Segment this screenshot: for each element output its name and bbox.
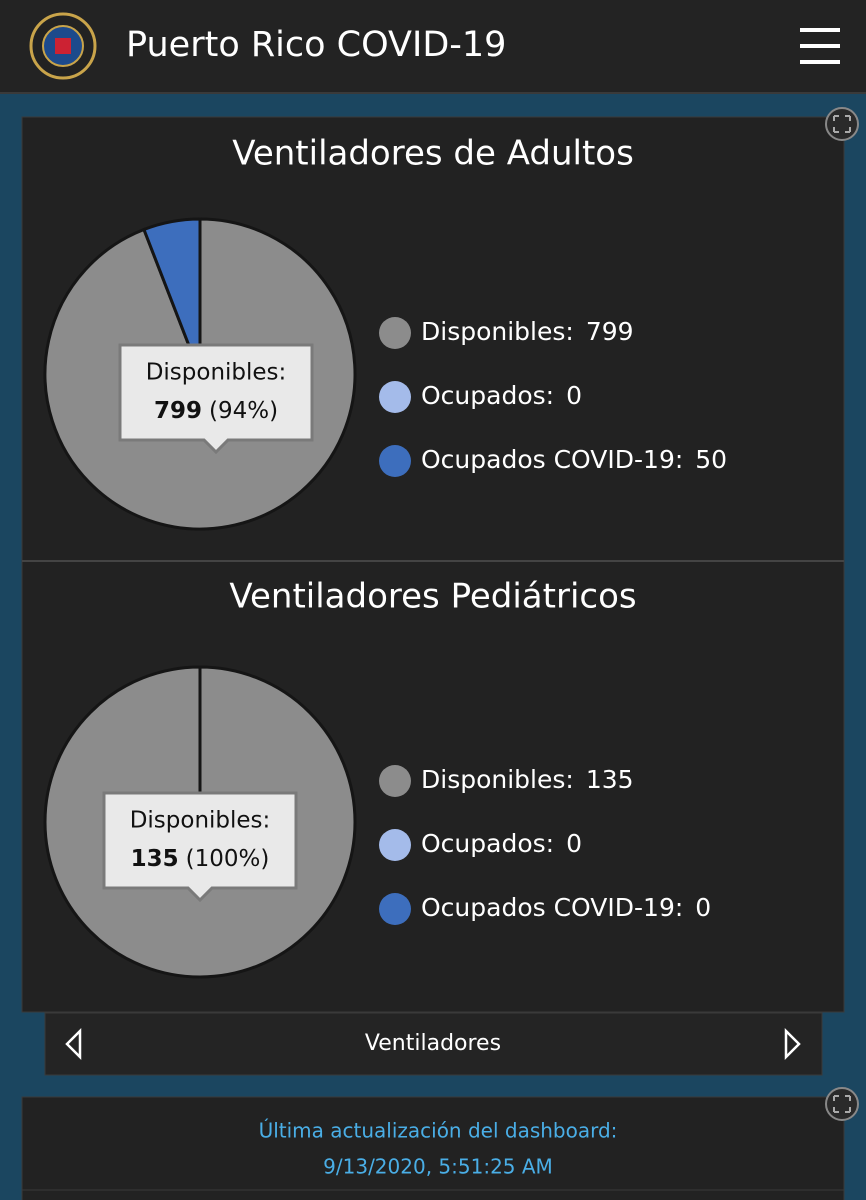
pie-slice: [142, 217, 202, 375]
tooltip-value: 135 (100%): [131, 846, 270, 872]
legend-swatch: [379, 829, 411, 861]
legend-swatch: [379, 893, 411, 925]
legend-swatch: [379, 445, 411, 477]
tooltip-label: Disponibles:: [130, 808, 271, 834]
expand-button[interactable]: [825, 107, 859, 141]
expand-button[interactable]: [825, 1087, 859, 1121]
header-title: Puerto Rico COVID-19: [126, 25, 506, 65]
legend-swatch: [379, 381, 411, 413]
legend-value: 50: [695, 445, 727, 474]
legend-label: Ocupados:: [421, 829, 554, 858]
legend-value: 799: [586, 317, 634, 346]
tooltip: [118, 343, 314, 455]
tooltip-number: 799: [154, 398, 202, 424]
update-timestamp: 9/13/2020, 5:51:25 AM: [323, 1155, 553, 1179]
chart-title: Ventiladores Pediátricos: [229, 577, 636, 617]
tooltip: [102, 791, 298, 903]
legend-value: 0: [566, 829, 582, 858]
legend-entry: Disponibles: 135: [421, 765, 634, 794]
seal: [29, 12, 97, 80]
footer-panel: [21, 1096, 845, 1200]
tooltip-value: 799 (94%): [154, 398, 278, 424]
prev-button[interactable]: [65, 1027, 82, 1061]
tooltip-percent: (94%): [209, 398, 278, 424]
legend-value: 0: [695, 893, 711, 922]
next-button[interactable]: [784, 1027, 801, 1061]
legend-label: Ocupados COVID-19:: [421, 445, 683, 474]
legend-label: Disponibles:: [421, 765, 574, 794]
menu-button[interactable]: [800, 28, 840, 64]
legend-entry: Ocupados COVID-19: 0: [421, 893, 711, 922]
legend-label: Ocupados:: [421, 381, 554, 410]
update-label: Última actualización del dashboard:: [259, 1119, 618, 1143]
tooltip-number: 135: [131, 846, 179, 872]
legend-entry: Disponibles: 799: [421, 317, 634, 346]
legend-label: Disponibles:: [421, 317, 574, 346]
header-bar: [0, 0, 866, 93]
tooltip-label: Disponibles:: [146, 360, 287, 386]
nav-bar: [44, 1012, 823, 1076]
legend-entry: Ocupados: 0: [421, 829, 582, 858]
chart-title: Ventiladores de Adultos: [232, 134, 634, 174]
header-border: [0, 92, 866, 94]
legend-swatch: [379, 765, 411, 797]
legend-entry: Ocupados: 0: [421, 381, 582, 410]
legend-value: 135: [586, 765, 634, 794]
legend-value: 0: [566, 381, 582, 410]
legend-label: Ocupados COVID-19:: [421, 893, 683, 922]
nav-label: Ventiladores: [365, 1031, 501, 1056]
legend-swatch: [379, 317, 411, 349]
legend-entry: Ocupados COVID-19: 50: [421, 445, 727, 474]
tooltip-percent: (100%): [186, 846, 270, 872]
